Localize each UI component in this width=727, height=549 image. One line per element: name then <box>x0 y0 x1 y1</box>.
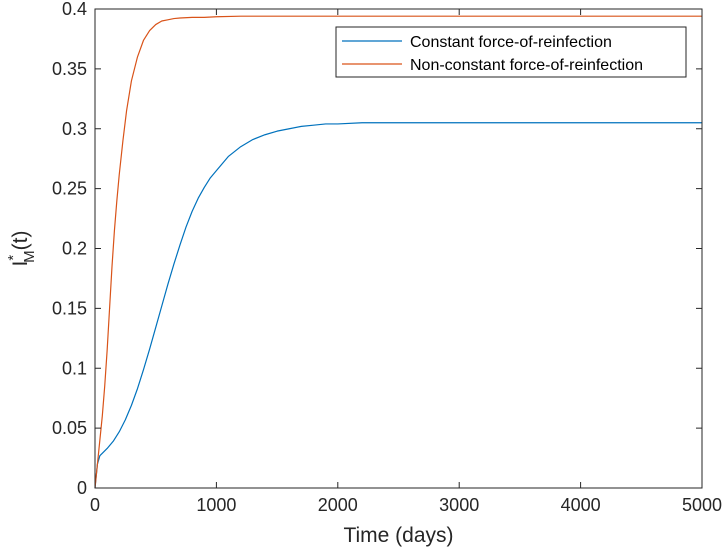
y-axis-label: I*M(t) <box>5 230 38 266</box>
x-tick-label: 1000 <box>196 495 236 515</box>
plot-area <box>95 9 702 488</box>
x-tick-label: 4000 <box>561 495 601 515</box>
y-label-superscript: * <box>5 255 22 261</box>
y-tick-label: 0.05 <box>52 418 87 438</box>
y-label-subscript: M <box>21 250 38 263</box>
y-tick-label: 0 <box>77 478 87 498</box>
series-line-2 <box>94 15 702 489</box>
legend-box <box>335 26 687 78</box>
x-axis-ticks: 0 1000 2000 3000 4000 5000 <box>90 9 722 515</box>
x-tick-label: 3000 <box>439 495 479 515</box>
y-axis-ticks: 0 0.05 0.1 0.15 0.2 0.25 0.3 0.35 0.4 <box>52 0 702 498</box>
x-tick-label: 5000 <box>682 495 722 515</box>
x-tick-label: 0 <box>90 495 100 515</box>
y-tick-label: 0.4 <box>62 0 87 19</box>
y-tick-label: 0.3 <box>62 119 87 139</box>
legend-label-2: Non-constant force-of-reinfection <box>410 57 643 74</box>
legend: Constant force-of-reinfection Non-constan… <box>335 26 687 78</box>
y-tick-label: 0.15 <box>52 298 87 318</box>
y-tick-label: 0.1 <box>62 358 87 378</box>
y-tick-label: 0.2 <box>62 239 87 259</box>
y-label-base: I <box>9 261 32 267</box>
series-layer <box>94 15 702 489</box>
legend-label-1: Constant force-of-reinfection <box>410 34 612 51</box>
x-tick-label: 2000 <box>318 495 358 515</box>
y-label-suffix: (t) <box>9 230 32 250</box>
y-tick-label: 0.35 <box>52 59 87 79</box>
y-tick-label: 0.25 <box>52 179 87 199</box>
x-axis-label: Time (days) <box>343 524 453 547</box>
series-line-1 <box>94 122 702 489</box>
